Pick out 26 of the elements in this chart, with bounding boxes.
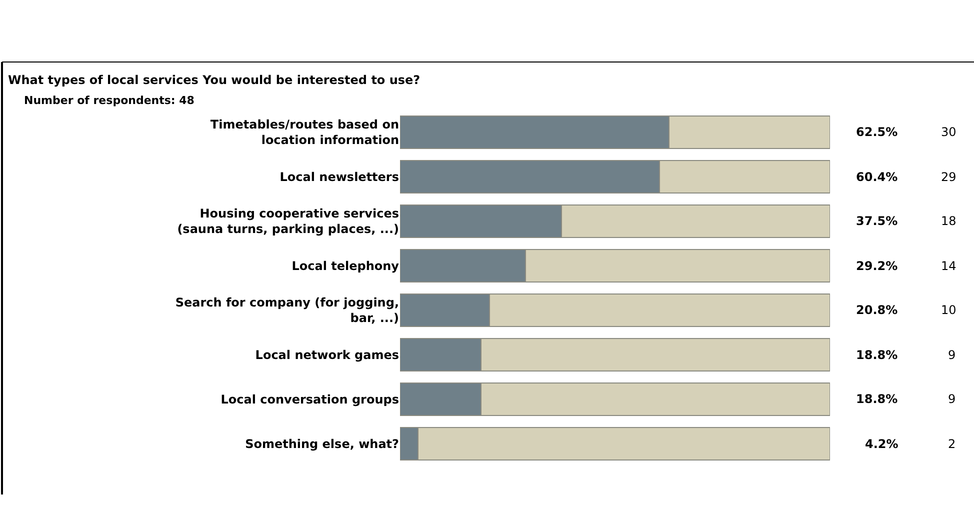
y-tick-label: Housing cooperative services (sauna turns, parking places, ...) bbox=[177, 206, 399, 236]
data-label: 20.8% bbox=[856, 303, 898, 317]
y-tick-label: Local telephony bbox=[292, 258, 400, 273]
text: 2 bbox=[948, 437, 956, 451]
y-tick-label: Search for company (for jogging, bar, ...) bbox=[175, 296, 399, 326]
text: 14 bbox=[941, 259, 956, 273]
data-label: 62.5% bbox=[856, 125, 898, 139]
data-label: 4.2% bbox=[865, 437, 898, 451]
data-label: 60.4% bbox=[856, 170, 898, 184]
y-tick-label: Local network games bbox=[255, 348, 399, 362]
data-label: 29.2% bbox=[856, 259, 898, 273]
data-label: 37.5% bbox=[856, 214, 898, 228]
y-tick-label: Timetables/routes based on location information bbox=[210, 118, 399, 148]
data-label: 18.8% bbox=[856, 348, 898, 362]
data-label: 18.8% bbox=[856, 392, 898, 406]
text: What types of local services You would be interested to use? bbox=[8, 73, 420, 88]
y-tick-label: Local conversation groups bbox=[220, 392, 399, 406]
text: 18 bbox=[941, 214, 956, 228]
y-tick-label: Something else, what? bbox=[245, 436, 400, 451]
y-tick-label: Local newsletters bbox=[280, 170, 399, 184]
text: 9 bbox=[948, 392, 956, 406]
text: 30 bbox=[941, 125, 956, 139]
text: Number of respondents: 48 bbox=[24, 94, 194, 107]
text: 29 bbox=[941, 170, 956, 184]
text: 10 bbox=[941, 303, 956, 317]
text: 9 bbox=[948, 348, 956, 362]
